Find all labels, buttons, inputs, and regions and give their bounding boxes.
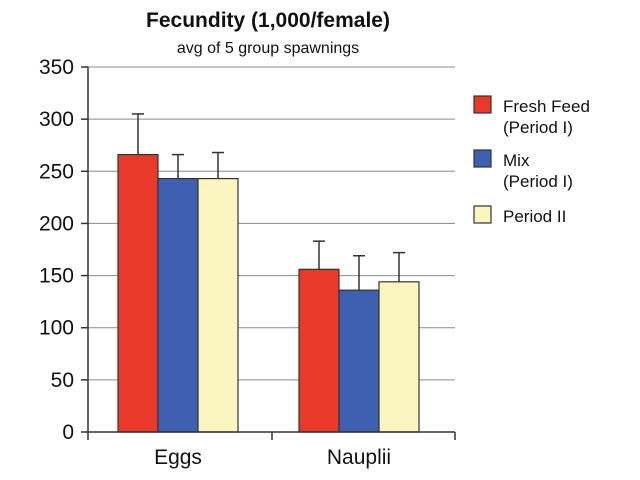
y-tick-label: 200 [39, 212, 74, 235]
legend-label: Fresh Feed [503, 97, 590, 116]
legend-label: Period II [503, 207, 566, 226]
y-axis-ticks: 0 50 100 150 200 250 300 350 [39, 56, 88, 444]
y-tick-label: 300 [39, 108, 74, 131]
y-tick-label: 250 [39, 160, 74, 183]
legend-label: Mix [503, 151, 530, 170]
bars [117, 113, 420, 433]
bar-nauplii-series-2 [378, 281, 420, 433]
chart-title: Fecundity (1,000/female) [146, 9, 390, 32]
bar-nauplii-series-0 [298, 268, 340, 433]
chart-subtitle: avg of 5 group spawnings [177, 40, 359, 57]
legend-swatch [473, 205, 492, 224]
axes [87, 67, 456, 440]
legend-swatch [473, 149, 492, 168]
x-axis-categories: Eggs Nauplii [154, 446, 391, 469]
bar-eggs-series-2 [197, 177, 239, 433]
y-tick-label: 150 [39, 265, 74, 288]
legend: Fresh Feed (Period I) Mix (Period I) Period … [473, 95, 590, 226]
bar-eggs-series-1 [157, 177, 199, 433]
y-tick-label: 0 [62, 421, 74, 444]
category-label: Nauplii [327, 446, 391, 469]
legend-swatch [473, 95, 492, 114]
y-tick-label: 100 [39, 317, 74, 340]
legend-label-line2: (Period I) [503, 172, 573, 191]
legend-label-line2: (Period I) [503, 118, 573, 137]
bar-nauplii-series-1 [338, 289, 380, 433]
bar-eggs-series-0 [117, 154, 159, 433]
y-tick-label: 50 [51, 369, 74, 392]
y-tick-label: 350 [39, 56, 74, 79]
category-label: Eggs [154, 446, 202, 469]
